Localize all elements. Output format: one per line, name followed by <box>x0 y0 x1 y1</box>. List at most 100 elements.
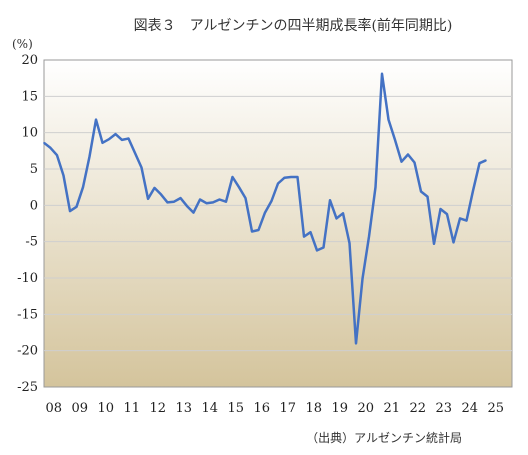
data-point <box>43 142 45 144</box>
x-tick-label: 13 <box>175 401 192 416</box>
y-tick-label: 15 <box>21 89 38 104</box>
data-point <box>426 195 429 198</box>
series-layer <box>43 72 487 345</box>
chart-title: 図表３ アルゼンチンの四半期成長率(前年同期比) <box>134 17 453 34</box>
data-point <box>88 155 91 158</box>
data-point <box>439 208 442 210</box>
data-point <box>485 159 487 162</box>
x-tick-label: 16 <box>253 401 270 416</box>
data-point <box>329 199 331 202</box>
data-point <box>192 211 195 214</box>
data-point <box>140 166 143 169</box>
data-point <box>56 154 58 156</box>
x-tick-label: 21 <box>383 401 400 416</box>
x-axis-ticks: 08 09 10 11 12 13 14 15 16 17 18 19 20 21 22 23 24 25 <box>45 401 504 416</box>
x-tick-label: 22 <box>409 401 426 416</box>
data-point <box>127 137 130 140</box>
data-point <box>199 198 201 201</box>
gridlines <box>44 95 512 352</box>
data-point <box>95 118 97 121</box>
data-point <box>114 133 117 135</box>
data-point <box>283 176 286 179</box>
data-point <box>153 187 156 189</box>
data-point <box>62 174 65 177</box>
data-point <box>147 197 149 200</box>
data-point <box>121 139 123 141</box>
y-axis-label: (%) <box>12 37 33 51</box>
x-tick-label: 25 <box>487 401 504 416</box>
data-point <box>82 186 84 188</box>
data-point <box>218 198 221 201</box>
data-point <box>238 186 240 188</box>
data-point <box>179 197 182 199</box>
data-point <box>472 190 474 192</box>
data-point <box>290 176 292 178</box>
data-point <box>244 197 247 199</box>
data-point <box>420 190 422 193</box>
data-point <box>348 242 351 244</box>
data-point <box>225 200 227 203</box>
data-point <box>264 211 266 214</box>
data-point <box>270 200 273 202</box>
data-point <box>212 201 214 204</box>
data-point <box>342 212 344 215</box>
data-point <box>407 153 409 156</box>
y-tick-label: 5 <box>30 162 38 177</box>
data-point <box>173 200 175 203</box>
data-point <box>166 201 169 204</box>
data-point <box>309 231 312 234</box>
x-tick-label: 23 <box>435 401 452 416</box>
data-point <box>277 182 279 185</box>
plot-area <box>43 59 513 388</box>
data-point <box>361 277 364 280</box>
x-tick-label: 18 <box>305 401 322 416</box>
data-point <box>400 160 403 163</box>
y-tick-label: -15 <box>17 307 38 322</box>
data-point <box>75 205 78 208</box>
y-tick-label: -25 <box>17 380 38 395</box>
data-point <box>459 217 461 220</box>
x-tick-label: 14 <box>201 401 218 416</box>
x-tick-label: 19 <box>331 401 348 416</box>
x-tick-label: 12 <box>149 401 166 416</box>
x-tick-label: 11 <box>123 401 140 416</box>
x-tick-label: 17 <box>279 401 296 416</box>
data-point <box>478 162 481 164</box>
data-point <box>251 230 253 233</box>
y-tick-label: 20 <box>21 53 38 68</box>
y-axis-ticks: 20 15 10 5 0 -5 -10 -15 -20 -25 <box>17 53 38 395</box>
data-point <box>394 139 396 141</box>
data-point <box>368 235 370 238</box>
x-tick-label: 09 <box>71 401 88 416</box>
data-point <box>381 73 383 75</box>
data-point <box>374 186 377 188</box>
data-point <box>160 193 162 196</box>
data-point <box>186 205 188 207</box>
y-tick-label: 0 <box>30 198 38 213</box>
data-point <box>296 176 299 178</box>
data-point <box>69 210 71 212</box>
data-point <box>387 118 390 121</box>
y-tick-label: -20 <box>17 344 38 359</box>
data-point <box>231 176 234 178</box>
data-point <box>108 138 110 141</box>
x-tick-label: 08 <box>45 401 62 416</box>
data-point <box>322 246 325 249</box>
data-point <box>433 243 435 245</box>
data-point <box>303 235 305 238</box>
data-point <box>257 229 260 231</box>
data-point <box>413 161 416 164</box>
x-tick-label: 20 <box>357 401 374 416</box>
data-point <box>452 241 455 244</box>
data-point <box>101 142 104 144</box>
data-point <box>446 213 448 215</box>
x-tick-label: 24 <box>461 401 478 416</box>
data-point <box>465 219 468 222</box>
y-tick-label: 10 <box>21 126 38 141</box>
data-point <box>205 202 208 204</box>
data-point <box>355 342 357 345</box>
data-point <box>316 249 318 252</box>
y-tick-label: -5 <box>25 235 38 250</box>
x-tick-label: 10 <box>97 401 114 416</box>
